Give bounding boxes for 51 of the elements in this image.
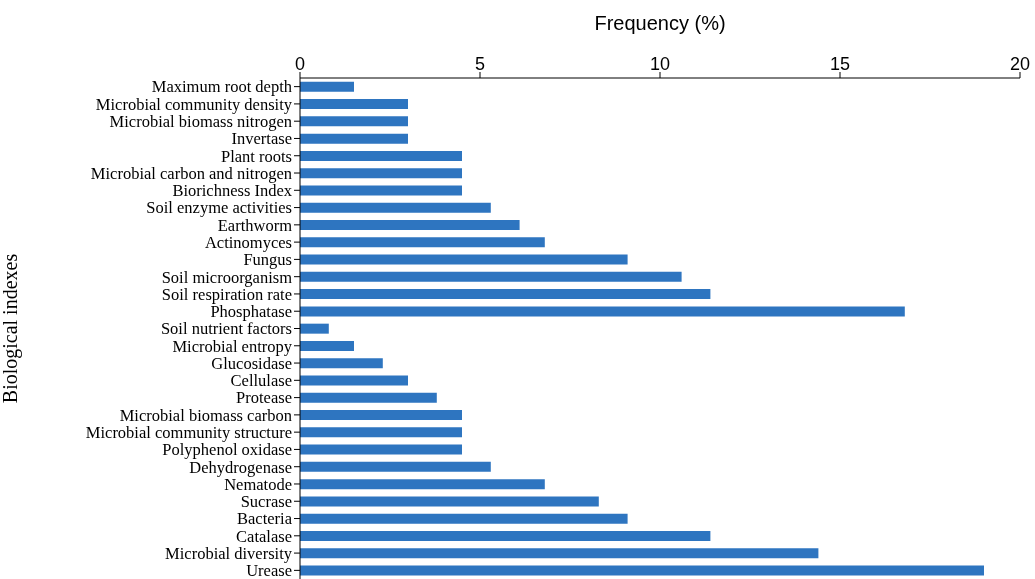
bar (300, 254, 628, 265)
bar (300, 358, 383, 369)
bar (300, 202, 491, 213)
bar (300, 479, 545, 490)
bar (300, 496, 599, 507)
x-tick-label: 20 (1009, 54, 1031, 74)
y-tick-label: Soil enzyme activities (146, 198, 292, 218)
bar (300, 461, 491, 472)
bar (300, 168, 462, 179)
y-axis-title: Biological indexes (0, 253, 23, 404)
bar (300, 99, 408, 110)
x-axis-title: Frequency (%) (594, 12, 726, 35)
bar (300, 530, 711, 541)
bar (300, 392, 437, 403)
bar (300, 323, 329, 334)
y-tick-label: Microbial community structure (85, 423, 292, 443)
y-tick-label: Maximum root depth (151, 77, 293, 97)
bar (300, 375, 408, 386)
y-tick-label: Plant roots (220, 146, 292, 166)
bar (300, 444, 462, 455)
bar (300, 410, 462, 421)
y-tick-label: Sucrase (240, 492, 292, 512)
bar (300, 306, 905, 317)
y-tick-label: Bacteria (237, 509, 293, 529)
bar (300, 133, 408, 144)
y-tick-label: Microbial biomass carbon (119, 405, 292, 425)
x-tick-label: 0 (294, 54, 306, 74)
x-tick-label: 10 (649, 54, 671, 74)
bar (300, 150, 462, 161)
y-tick-label: Microbial diversity (165, 543, 293, 563)
bar (300, 237, 545, 248)
bar (300, 289, 711, 300)
bar (300, 565, 984, 576)
bar (300, 185, 462, 196)
y-tick-label: Cellulase (230, 371, 292, 391)
y-tick-label: Protease (236, 388, 292, 408)
bar (300, 427, 462, 438)
x-tick-label: 5 (474, 54, 486, 74)
x-tick-label: 15 (829, 54, 851, 74)
y-tick-label: Catalase (236, 526, 292, 546)
y-tick-label: Microbial carbon and nitrogen (90, 163, 292, 183)
y-tick-label: Earthworm (217, 215, 293, 235)
bar (300, 81, 354, 92)
bar (300, 513, 628, 524)
bar (300, 271, 682, 282)
bar (300, 548, 819, 559)
bar (300, 340, 354, 351)
bar (300, 220, 520, 231)
y-tick-label: Actinomyces (204, 232, 292, 252)
bar (300, 116, 408, 127)
y-tick-label: Microbial entropy (172, 336, 293, 356)
